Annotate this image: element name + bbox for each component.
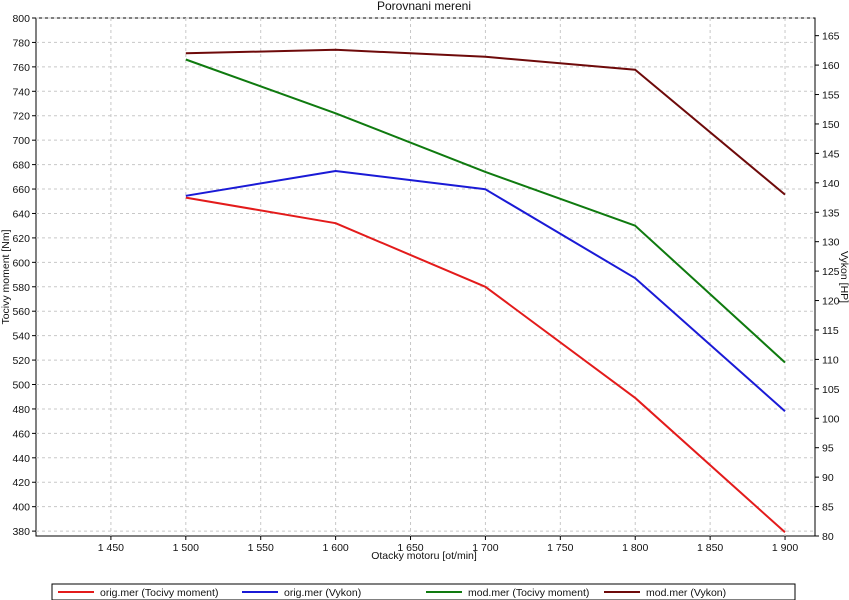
y-right-tick-label: 155 <box>822 90 840 102</box>
series-line-2 <box>185 170 786 412</box>
y-right-tick-label: 160 <box>822 60 840 72</box>
y-left-tick-label: 440 <box>12 453 30 465</box>
x-tick-label: 1 550 <box>248 542 274 554</box>
y-right-tick-label: 150 <box>822 119 840 131</box>
plot-area <box>35 17 816 537</box>
y-right-tick-label: 100 <box>822 413 840 425</box>
y-left-tick-label: 720 <box>12 111 30 123</box>
y-right-tick-label: 135 <box>822 207 840 219</box>
y-right-tick-label: 115 <box>822 325 839 337</box>
x-tick-label: 1 650 <box>397 542 423 554</box>
series-line-4 <box>185 48 786 196</box>
x-tick-label: 1 800 <box>622 542 648 554</box>
x-tick-label: 1 600 <box>322 542 348 554</box>
y-right-tick-label: 165 <box>822 31 840 43</box>
y-left-tick-label: 760 <box>12 62 30 74</box>
y-left-tick-label: 580 <box>12 282 30 294</box>
y-left-tick-label: 780 <box>12 37 30 49</box>
x-axis: 1 450 1 500 1 550 1 600 1 650 1 700 1 750 1 800… <box>98 536 798 554</box>
y-right-tick-label: 105 <box>822 384 840 396</box>
legend-label: mod.mer (Tocivy moment) <box>468 587 589 599</box>
y-axis-left-label: Tocivy moment [Nm] <box>0 229 12 324</box>
y-right-tick-label: 80 <box>822 531 834 543</box>
x-tick-label: 1 850 <box>697 542 723 554</box>
y-axis-right-label: Vykon [HP] <box>838 251 849 303</box>
series-group <box>185 48 786 534</box>
y-right-tick-label: 85 <box>822 502 834 514</box>
y-left-tick-label: 700 <box>12 135 30 147</box>
legend-label: orig.mer (Vykon) <box>284 587 361 599</box>
legend-label: orig.mer (Tocivy moment) <box>100 587 218 599</box>
y-left-tick-label: 500 <box>12 380 30 392</box>
y-left-tick-label: 800 <box>12 13 30 25</box>
y-axis-right: 80 85 90 95 100 105 110 115 120 125 130 135 140 145 15… <box>815 31 840 543</box>
y-right-tick-label: 130 <box>822 237 840 249</box>
series-line-3 <box>185 58 786 364</box>
y-left-tick-label: 420 <box>12 477 30 489</box>
y-left-tick-label: 680 <box>12 160 30 172</box>
x-tick-label: 1 900 <box>772 542 798 554</box>
y-left-tick-label: 400 <box>12 502 30 514</box>
y-axis-left: 380 400 420 440 460 480 500 520 540 560 580 600 620 6… <box>12 13 36 538</box>
y-right-tick-label: 90 <box>822 472 834 484</box>
y-right-tick-label: 125 <box>822 266 840 278</box>
legend-items: orig.mer (Tocivy moment) orig.mer (Vykon)… <box>58 587 726 599</box>
x-tick-label: 1 500 <box>173 542 199 554</box>
y-right-tick-label: 145 <box>822 148 840 160</box>
legend <box>51 583 796 600</box>
y-left-tick-label: 480 <box>12 404 30 416</box>
x-axis-label: Otacky motoru [ot/min] <box>371 550 477 562</box>
y-left-tick-label: 600 <box>12 257 30 269</box>
y-left-tick-label: 620 <box>12 233 30 245</box>
y-right-tick-label: 140 <box>822 178 840 190</box>
y-left-tick-label: 560 <box>12 306 30 318</box>
legend-label: mod.mer (Vykon) <box>646 587 726 599</box>
y-left-tick-label: 380 <box>12 526 30 538</box>
y-left-tick-label: 660 <box>12 184 30 196</box>
chart-title: Porovnani mereni <box>377 0 471 13</box>
y-left-tick-label: 520 <box>12 355 30 367</box>
y-right-tick-label: 95 <box>822 443 834 455</box>
y-left-tick-label: 740 <box>12 86 30 98</box>
series-line-1 <box>185 196 786 534</box>
y-left-tick-label: 640 <box>12 208 30 220</box>
y-right-tick-label: 120 <box>822 296 840 308</box>
y-right-tick-label: 110 <box>822 354 839 366</box>
y-left-tick-label: 540 <box>12 331 30 343</box>
x-tick-label: 1 750 <box>547 542 573 554</box>
x-tick-label: 1 450 <box>98 542 124 554</box>
x-tick-label: 1 700 <box>472 542 498 554</box>
y-left-tick-label: 460 <box>12 428 30 440</box>
grid <box>36 17 815 536</box>
